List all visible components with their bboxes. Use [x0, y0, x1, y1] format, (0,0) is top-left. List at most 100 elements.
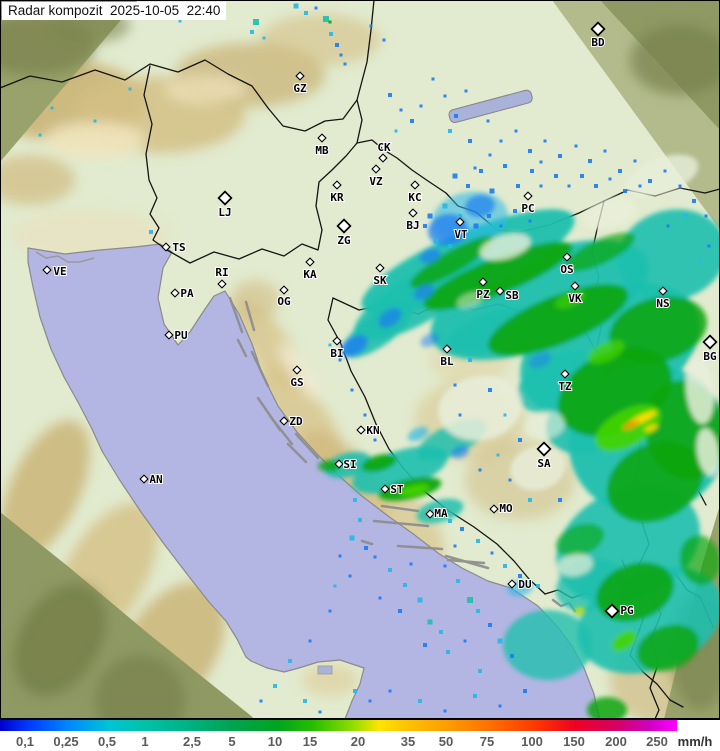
station-TZ: TZ [557, 369, 573, 394]
echo-speckle [478, 669, 482, 673]
station-ZG: ZG [336, 218, 352, 248]
station-label: SB [505, 289, 519, 302]
echo-blob [644, 424, 658, 432]
echo-speckle [410, 119, 414, 123]
echo-speckle [388, 453, 392, 457]
station-KA: KA [302, 257, 318, 282]
colorbar-tick: 50 [438, 734, 454, 749]
echo-speckle [678, 184, 682, 188]
echo-speckle [273, 684, 277, 688]
station-diamond-icon [562, 252, 572, 262]
echo-speckle [523, 689, 527, 693]
station-diamond-icon [408, 208, 418, 218]
station-diamond-icon [279, 285, 289, 295]
station-label: VK [568, 292, 582, 305]
venice-lagoon [35, 251, 95, 263]
echo-blob [596, 562, 674, 622]
station-PU: PU [164, 328, 189, 343]
echo-speckle [463, 639, 467, 643]
station-PZ: PZ [475, 277, 491, 302]
echo-speckle [503, 413, 507, 417]
echo-speckle [373, 555, 377, 559]
echo-speckle [448, 519, 452, 523]
station-label: NS [656, 297, 669, 310]
echo-speckle [128, 87, 132, 91]
adriatic-sea [27, 243, 601, 719]
echo-speckle [38, 133, 42, 137]
station-PG: PG [604, 603, 635, 619]
radar-map: VE TS LJ PA PU RI OG GZ MB CK VZ KR KC BJ ZG VT PC KA SK OS… [0, 0, 720, 719]
echo-speckle [448, 129, 452, 133]
echo-blob [378, 308, 402, 328]
station-label: GZ [293, 82, 307, 95]
station-label: VT [454, 228, 468, 241]
echo-speckle [358, 518, 362, 522]
echo-speckle [574, 144, 578, 148]
station-ZD: ZD [279, 414, 304, 429]
echo-speckle [338, 554, 342, 558]
echo-speckle [692, 199, 696, 203]
echo-blob [525, 410, 565, 440]
precipitation-field [318, 154, 720, 719]
echo-blob [487, 284, 629, 356]
station-BL: BL [439, 344, 455, 369]
echo-blob [419, 248, 441, 264]
station-diamond-icon [380, 484, 390, 494]
station-label: BL [440, 355, 454, 368]
station-diamond-icon [164, 330, 174, 340]
station-SB: SB [495, 286, 520, 303]
station-diamond-icon [590, 21, 606, 37]
echo-speckle [633, 159, 637, 163]
station-label: KR [330, 191, 344, 204]
station-label: CK [377, 141, 391, 154]
station-OS: OS [559, 252, 575, 277]
echo-blob [407, 426, 429, 442]
echo-speckle [618, 169, 622, 173]
station-diamond-icon [658, 286, 668, 296]
echo-speckle [707, 244, 711, 248]
station-diamond-icon [334, 459, 344, 469]
echo-speckle [323, 16, 329, 22]
echo-speckle [50, 106, 54, 110]
station-label: MA [434, 507, 448, 520]
echo-speckle [648, 179, 652, 183]
colorbar-tick: 200 [605, 734, 627, 749]
echo-blob [340, 335, 368, 357]
echo-speckle [350, 388, 354, 392]
echo-speckle [93, 119, 97, 123]
station-label: OG [277, 295, 291, 308]
echo-speckle [684, 214, 688, 218]
echo-speckle [488, 153, 492, 157]
echo-blob [622, 420, 640, 430]
station-ST: ST [380, 482, 405, 497]
echo-speckle [594, 184, 598, 188]
station-label: SI [343, 458, 356, 471]
echo-speckle [567, 184, 571, 188]
echo-speckle [304, 11, 308, 15]
echo-speckle [448, 244, 452, 248]
echo-speckle [349, 535, 355, 541]
echo-blob [413, 283, 435, 301]
echo-speckle [149, 230, 153, 234]
echo-speckle [530, 169, 534, 173]
echo-blob [318, 460, 340, 472]
echo-blob [606, 441, 704, 523]
echo-speckle [443, 709, 447, 713]
station-VZ: VZ [368, 164, 384, 189]
echo-speckle [409, 562, 413, 566]
station-label: GS [290, 376, 303, 389]
colorbar-tick: 2,5 [182, 734, 202, 749]
echo-speckle [496, 453, 500, 457]
station-diamond-icon [217, 190, 233, 206]
colorbar-tick: 5 [228, 734, 236, 749]
echo-blob [555, 523, 605, 557]
echo-speckle [427, 213, 433, 219]
station-label: KN [366, 424, 379, 437]
echo-speckle [497, 638, 503, 644]
station-diamond-icon [317, 133, 327, 143]
echo-blob [685, 356, 715, 424]
precipitation-colorbar [0, 720, 677, 731]
station-label: KC [408, 191, 421, 204]
echo-speckle [467, 597, 473, 603]
colorbar-tick: 35 [400, 734, 416, 749]
